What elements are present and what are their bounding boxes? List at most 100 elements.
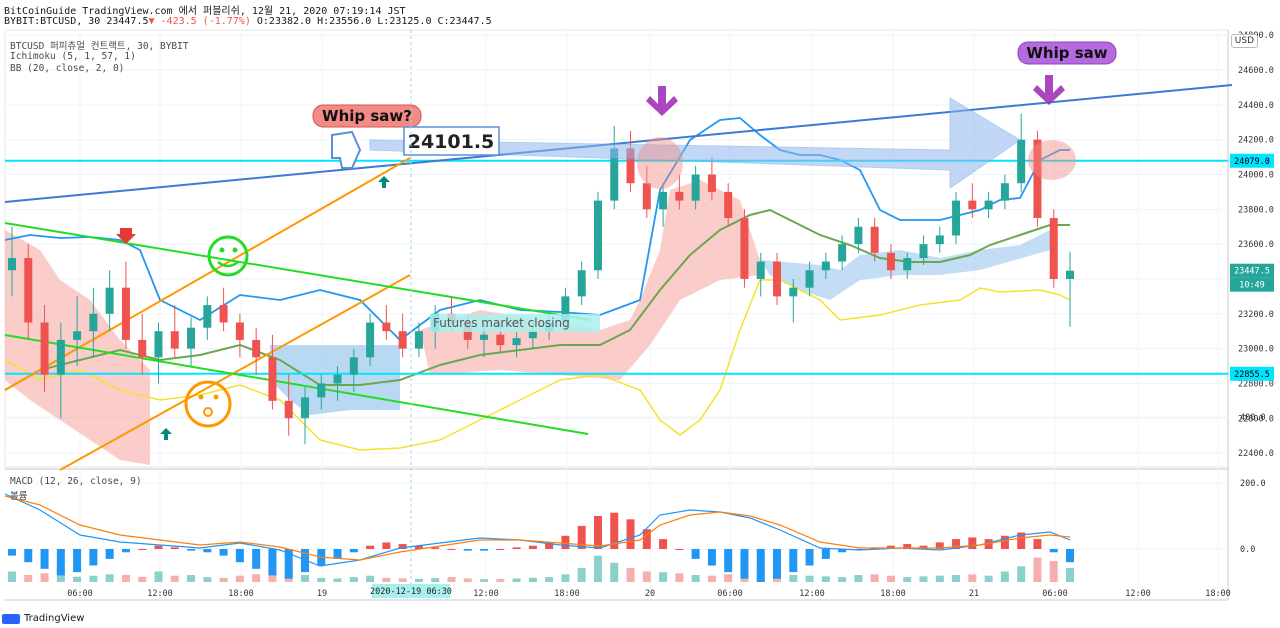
volume-bar <box>414 578 423 582</box>
macd-histogram-bar <box>170 547 179 549</box>
macd-histogram-bar <box>789 549 798 573</box>
volume-bar <box>561 574 570 582</box>
candle-body <box>268 357 277 401</box>
macd-histogram-bar <box>105 549 114 559</box>
candle-body <box>496 334 505 346</box>
macd-histogram-bar <box>56 549 65 576</box>
candle-body <box>740 218 749 279</box>
macd-histogram-bar <box>903 544 912 549</box>
candle-body <box>675 191 684 201</box>
volume-bar <box>724 574 733 582</box>
currency-button[interactable]: USD <box>1230 34 1258 48</box>
volume-bar <box>675 573 684 582</box>
x-tick-label: 18:00 <box>554 589 580 599</box>
futures-note-box <box>430 314 600 332</box>
legend-ichimoku[interactable]: Ichimoku (5, 1, 57, 1) <box>10 51 136 62</box>
macd-histogram-bar <box>480 549 489 551</box>
candle-body <box>40 322 49 375</box>
macd-histogram-bar <box>463 549 472 551</box>
macd-histogram-bar <box>1017 532 1026 549</box>
price-tag-label: 22855.5 <box>1234 370 1270 380</box>
volume-bar <box>642 571 651 582</box>
volume-bar <box>707 575 716 582</box>
macd-histogram-bar <box>675 549 684 550</box>
up-marker-icon <box>378 176 390 188</box>
macd-histogram-bar <box>284 549 293 579</box>
volume-bar <box>268 569 277 582</box>
macd-histogram-bar <box>935 542 944 549</box>
x-tick-label: 18:00 <box>1205 589 1231 599</box>
candle-body <box>284 400 293 419</box>
macd-histogram-bar <box>968 537 977 549</box>
legend-bollinger[interactable]: BB (20, close, 2, 0) <box>10 63 125 74</box>
candle-body <box>187 327 196 349</box>
y-tick-label: 23200.0 <box>1238 310 1274 320</box>
legend-volume[interactable]: 볼륨 <box>10 491 28 502</box>
volume-bar <box>349 577 358 582</box>
volume-bar <box>480 579 489 582</box>
bollinger-basis-line <box>4 208 1070 391</box>
volume-bar <box>187 575 196 582</box>
macd-histogram-bar <box>496 549 505 550</box>
y-tick-label: 22400.0 <box>1238 449 1274 459</box>
volume-bar <box>73 576 82 582</box>
macd-histogram-bar <box>952 539 961 549</box>
candle-body <box>707 174 716 192</box>
macd-histogram-bar <box>545 542 554 549</box>
macd-histogram-bar <box>740 549 749 579</box>
macd-histogram-bar <box>659 539 668 549</box>
x-tick-label: 06:00 <box>67 589 93 599</box>
macd-histogram-bar <box>8 549 16 556</box>
macd-histogram-bar <box>1049 549 1058 553</box>
candle-body <box>528 331 537 339</box>
x-tick-label: 06:00 <box>1042 589 1068 599</box>
y-tick-label: 23600.0 <box>1238 240 1274 250</box>
candle-body <box>398 331 407 349</box>
x-tick-label: 12:00 <box>1125 589 1151 599</box>
x-tick-label: 12:00 <box>147 589 173 599</box>
volume-bar <box>398 578 407 582</box>
crosshair-label-box <box>372 584 450 598</box>
candle-body <box>870 226 879 253</box>
smiley-eye <box>219 247 225 253</box>
volume-bar <box>512 578 521 582</box>
legend-symbol[interactable]: BTCUSD 퍼피츄얼 컨트랙트, 30, BYBIT <box>10 41 189 52</box>
macd-tick-label: 400.0 <box>1240 413 1266 423</box>
candle-body <box>789 287 798 297</box>
volume-bar <box>496 578 505 582</box>
candle-body <box>1017 139 1026 184</box>
candle-body <box>854 226 863 245</box>
tradingview-footer[interactable]: TradingView <box>2 613 84 624</box>
macd-histogram-bar <box>821 549 830 559</box>
chart-header-publisher: BitCoinGuide TradingView.com 에서 퍼블리쉬, 12… <box>4 6 406 17</box>
price-callout-box <box>403 126 500 156</box>
smiley-eye <box>232 247 238 253</box>
macd-histogram-bar <box>512 547 521 549</box>
purple-down-arrow-icon <box>646 86 678 116</box>
macd-histogram-bar <box>187 549 196 551</box>
price-tag-box <box>1230 366 1274 381</box>
macd-histogram-bar <box>333 549 342 559</box>
volume-bar <box>854 575 863 582</box>
y-tick-label: 24600.0 <box>1238 66 1274 76</box>
macd-histogram-bar <box>528 545 537 549</box>
volume-bar <box>8 571 16 582</box>
macd-histogram-bar <box>203 549 212 553</box>
volume-bar <box>317 577 326 582</box>
volume-bar <box>626 568 635 582</box>
macd-histogram-bar <box>349 549 358 553</box>
volume-bar <box>919 576 928 582</box>
macd-tick-label: 200.0 <box>1240 479 1266 489</box>
legend-macd[interactable]: MACD (12, 26, close, 9) <box>10 476 142 487</box>
price-change: ▼ -423.5 (-1.77%) <box>148 16 251 27</box>
volume-bar <box>463 578 472 582</box>
smiley-eye <box>213 394 219 400</box>
volume-bar <box>886 575 895 582</box>
y-tick-label: 23800.0 <box>1238 205 1274 215</box>
orange-channel-upper <box>4 157 411 391</box>
bollinger-upper-line <box>4 117 1070 342</box>
candle-body <box>805 270 814 288</box>
volume-bar <box>610 562 619 582</box>
volume-bar <box>838 577 847 582</box>
